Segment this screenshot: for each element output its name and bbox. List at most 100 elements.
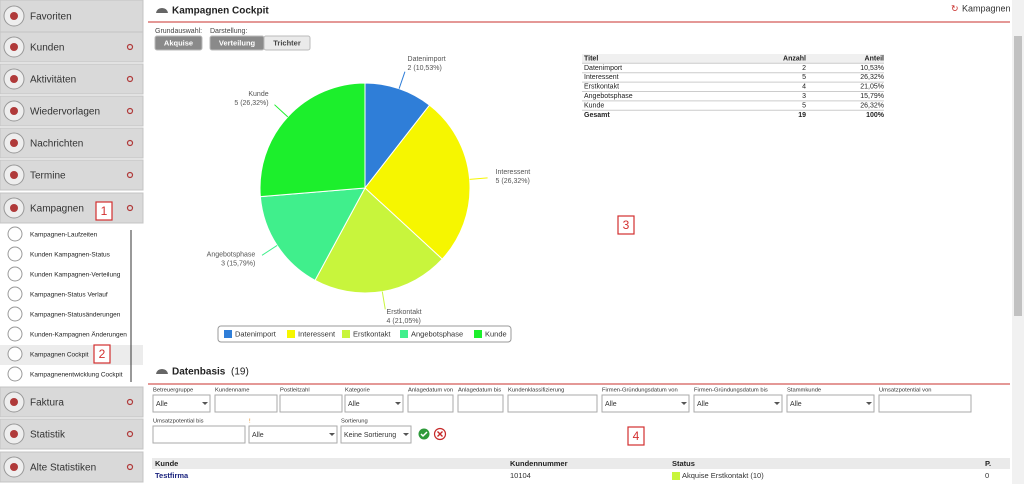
table-header: Anzahl [783, 55, 806, 62]
legend-label[interactable]: Kunde [485, 329, 507, 338]
nav-icon-glyph [10, 139, 18, 147]
nav-expand [126, 107, 134, 115]
nav-expand [126, 463, 134, 471]
filter-input[interactable] [407, 394, 454, 413]
table-cell: 3 [802, 93, 806, 100]
legend-label[interactable]: Interessent [298, 329, 336, 338]
submenu-label[interactable]: Kampagnen Cockpit [30, 352, 89, 359]
nav-item[interactable] [0, 31, 144, 63]
select-arrow [202, 402, 208, 405]
pie-slice [364, 104, 471, 260]
submenu-label[interactable]: Kunden Kampagnen-Verteilung [30, 272, 121, 279]
legend-swatch[interactable] [287, 330, 295, 338]
filter-value[interactable]: Alle [252, 432, 264, 439]
select-arrow [403, 433, 409, 436]
submenu-label[interactable]: Kampagnenentwicklung Cockpit [30, 372, 123, 379]
toggle-button[interactable] [263, 35, 311, 51]
filter-value[interactable]: Alle [605, 401, 617, 408]
submenu-label[interactable]: Kunden-Kampagnen Änderungen [30, 331, 127, 339]
refresh-icon[interactable]: ↻ [951, 3, 959, 13]
pie-leader [274, 104, 289, 118]
filter-input[interactable] [693, 394, 783, 413]
filter-input[interactable] [279, 394, 343, 413]
filter-value[interactable]: Keine Sortierung [344, 432, 396, 439]
nav-icon-glyph [10, 107, 18, 115]
filter-input[interactable] [878, 394, 972, 413]
submenu-icon[interactable] [7, 286, 23, 302]
submenu-icon[interactable] [7, 266, 23, 282]
filter-input[interactable] [507, 394, 598, 413]
submenu-icon[interactable] [7, 326, 23, 342]
results-cell: Akquise Erstkontakt (10) [682, 471, 764, 480]
submenu-icon[interactable] [7, 226, 23, 242]
legend-label[interactable]: Angebotsphase [411, 329, 463, 338]
legend-swatch[interactable] [342, 330, 350, 338]
filter-input[interactable] [152, 425, 246, 444]
filter-input[interactable] [786, 394, 875, 413]
filter-value[interactable]: Alle [790, 401, 802, 408]
submenu-label[interactable]: Kunden Kampagnen-Status [30, 252, 111, 259]
submenu-icon[interactable] [7, 246, 23, 262]
legend-label[interactable]: Datenimport [235, 329, 277, 338]
filter-input[interactable] [601, 394, 690, 413]
results-cell[interactable]: Testfirma [155, 471, 189, 480]
filter-label: Sortierung [341, 419, 368, 425]
pie-label-name: Interessent [496, 169, 531, 176]
filter-value[interactable]: Alle [156, 401, 168, 408]
filter-label: Betreuergruppe [153, 388, 193, 394]
toggle-button[interactable] [154, 35, 203, 51]
filter-label: Stammkunde [787, 388, 821, 394]
select-arrow [774, 402, 780, 405]
annotation-marker [627, 426, 645, 446]
pie-label-value: 4 (21,05%) [387, 318, 421, 325]
pie-slice [364, 82, 431, 190]
pie-leader [469, 177, 488, 180]
nav-icon-glyph [10, 43, 18, 51]
legend-swatch[interactable] [224, 330, 232, 338]
legend-label[interactable]: Erstkontakt [353, 329, 391, 338]
filter-input[interactable] [214, 394, 278, 413]
legend-swatch[interactable] [400, 330, 408, 338]
table-cell: 5 [802, 74, 806, 81]
table-header-bg [582, 54, 884, 63]
submenu-label[interactable]: Kampagnen-Statusänderungen [30, 312, 121, 319]
table-cell: 2 [802, 65, 806, 72]
submenu-label[interactable]: Kampagnen-Laufzeiten [30, 232, 98, 239]
pie-label-value: 5 (26,32%) [496, 178, 530, 185]
submenu-icon[interactable] [7, 346, 23, 362]
pie-label-value: 3 (15,79%) [221, 260, 255, 267]
section-count: (19) [231, 367, 249, 378]
nav-expand [126, 75, 134, 83]
table-cell: Gesamt [584, 112, 610, 119]
select-arrow [866, 402, 872, 405]
results-cell: 0 [985, 471, 989, 480]
pie-label-name: Erstkontakt [387, 309, 422, 316]
filter-input[interactable] [457, 394, 504, 413]
legend-swatch[interactable] [474, 330, 482, 338]
nav-label: Aktivitäten [30, 75, 76, 86]
filter-label: Umsatzpotential bis [153, 419, 204, 425]
submenu-icon[interactable] [7, 306, 23, 322]
nav-icon-glyph [10, 430, 18, 438]
table-cell: Erstkontakt [584, 84, 619, 91]
scrollbar-thumb[interactable] [1014, 36, 1022, 316]
table-cell: 26,32% [860, 102, 884, 109]
filter-input[interactable] [152, 394, 211, 413]
filter-input[interactable] [248, 425, 338, 444]
toggle-label[interactable]: Verteilung [219, 38, 256, 47]
table-cell: 100% [866, 112, 885, 119]
filter-value[interactable]: Alle [697, 401, 709, 408]
filter-input[interactable] [340, 425, 412, 444]
submenu-icon[interactable] [7, 366, 23, 382]
toggle-label[interactable]: Trichter [273, 38, 301, 47]
toggle-label[interactable]: Akquise [164, 38, 193, 47]
submenu-label[interactable]: Kampagnen-Status Verlauf [30, 292, 108, 299]
table-cell: Interessent [584, 74, 619, 81]
nav-label: Wiedervorlagen [30, 107, 100, 118]
filter-input[interactable] [344, 394, 404, 413]
nav-icon-glyph [10, 75, 18, 83]
header-link[interactable]: Kampagnen [962, 3, 1011, 13]
filter-value[interactable]: Alle [348, 401, 360, 408]
